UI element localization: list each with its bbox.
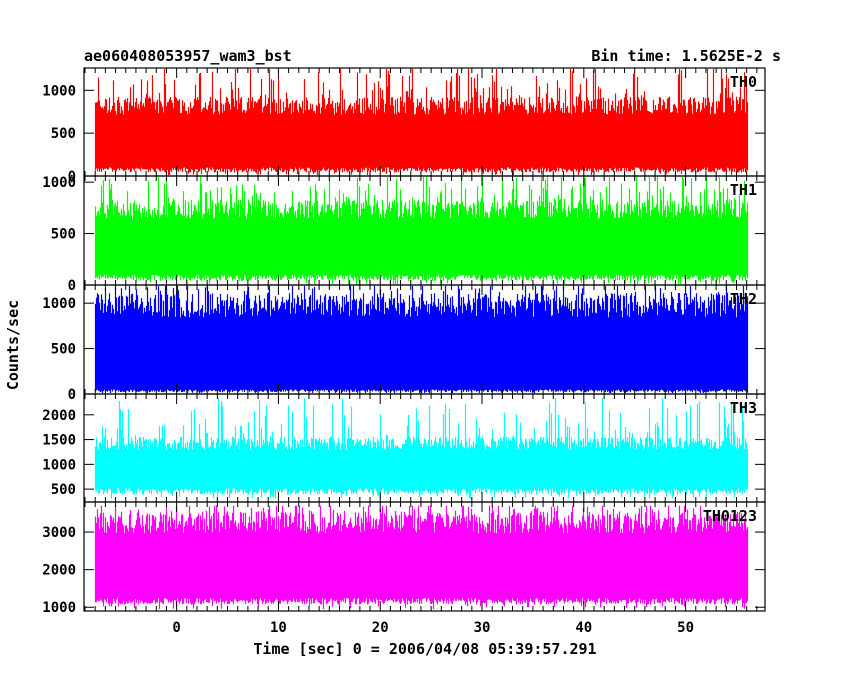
th2-ytick-label: 500	[51, 342, 76, 358]
xtick-label: 30	[474, 620, 491, 636]
th1-name-label: TH1	[730, 181, 757, 199]
th0123-series	[94, 505, 749, 610]
th0123-ytick-label: 1000	[42, 600, 76, 616]
th0123-ytick-label: 3000	[42, 525, 76, 541]
th0-ytick-label: 0	[68, 169, 76, 185]
panel-th0123: 1000 2000 3000 TH0123	[42, 501, 766, 616]
th1-series	[94, 177, 749, 284]
th1-ytick-label: 500	[51, 227, 76, 243]
th0-series	[94, 69, 749, 175]
th0-ytick-label: 1000	[42, 83, 76, 99]
th0123-name-label: TH0123	[703, 507, 757, 525]
th2-ytick-label: 1000	[42, 296, 76, 312]
panel-th0: 0 500 1000 TH0	[42, 67, 766, 185]
x-axis-label: Time [sec] 0 = 2006/04/08 05:39:57.291	[253, 640, 596, 658]
th3-ytick-label: 1000	[42, 457, 76, 473]
th3-ytick-label: 2000	[42, 408, 76, 424]
th2-name-label: TH2	[730, 290, 757, 308]
xtick-label: 50	[677, 620, 694, 636]
panel-th3: 500 1000 1500 2000 TH3	[42, 393, 766, 503]
xtick-label: 20	[372, 620, 389, 636]
th1-ytick-label: 1000	[42, 175, 76, 191]
th2-ytick-label: 0	[68, 387, 76, 403]
th1-ytick-label: 0	[68, 278, 76, 294]
th3-series	[94, 398, 749, 499]
th0123-ytick-label: 2000	[42, 563, 76, 579]
th0123-frame	[83, 501, 766, 612]
panel-th2: 0 500 1000 TH2	[42, 284, 766, 403]
panel-th1: 0 500 1000 TH1	[42, 175, 766, 294]
th0-ytick-label: 500	[51, 126, 76, 142]
th3-name-label: TH3	[730, 399, 757, 417]
xtick-label: 10	[270, 620, 287, 636]
chart-title-right: Bin time: 1.5625E-2 s	[591, 47, 781, 65]
th3-ytick-label: 500	[51, 482, 76, 498]
th2-series	[94, 286, 749, 393]
y-axis-label: Counts/sec	[4, 300, 22, 390]
xtick-label: 40	[575, 620, 592, 636]
chart-title-left: ae060408053957_wam3_bst	[84, 47, 292, 65]
th3-ytick-label: 1500	[42, 433, 76, 449]
th0-name-label: TH0	[730, 73, 757, 91]
xtick-label: 0	[172, 620, 180, 636]
